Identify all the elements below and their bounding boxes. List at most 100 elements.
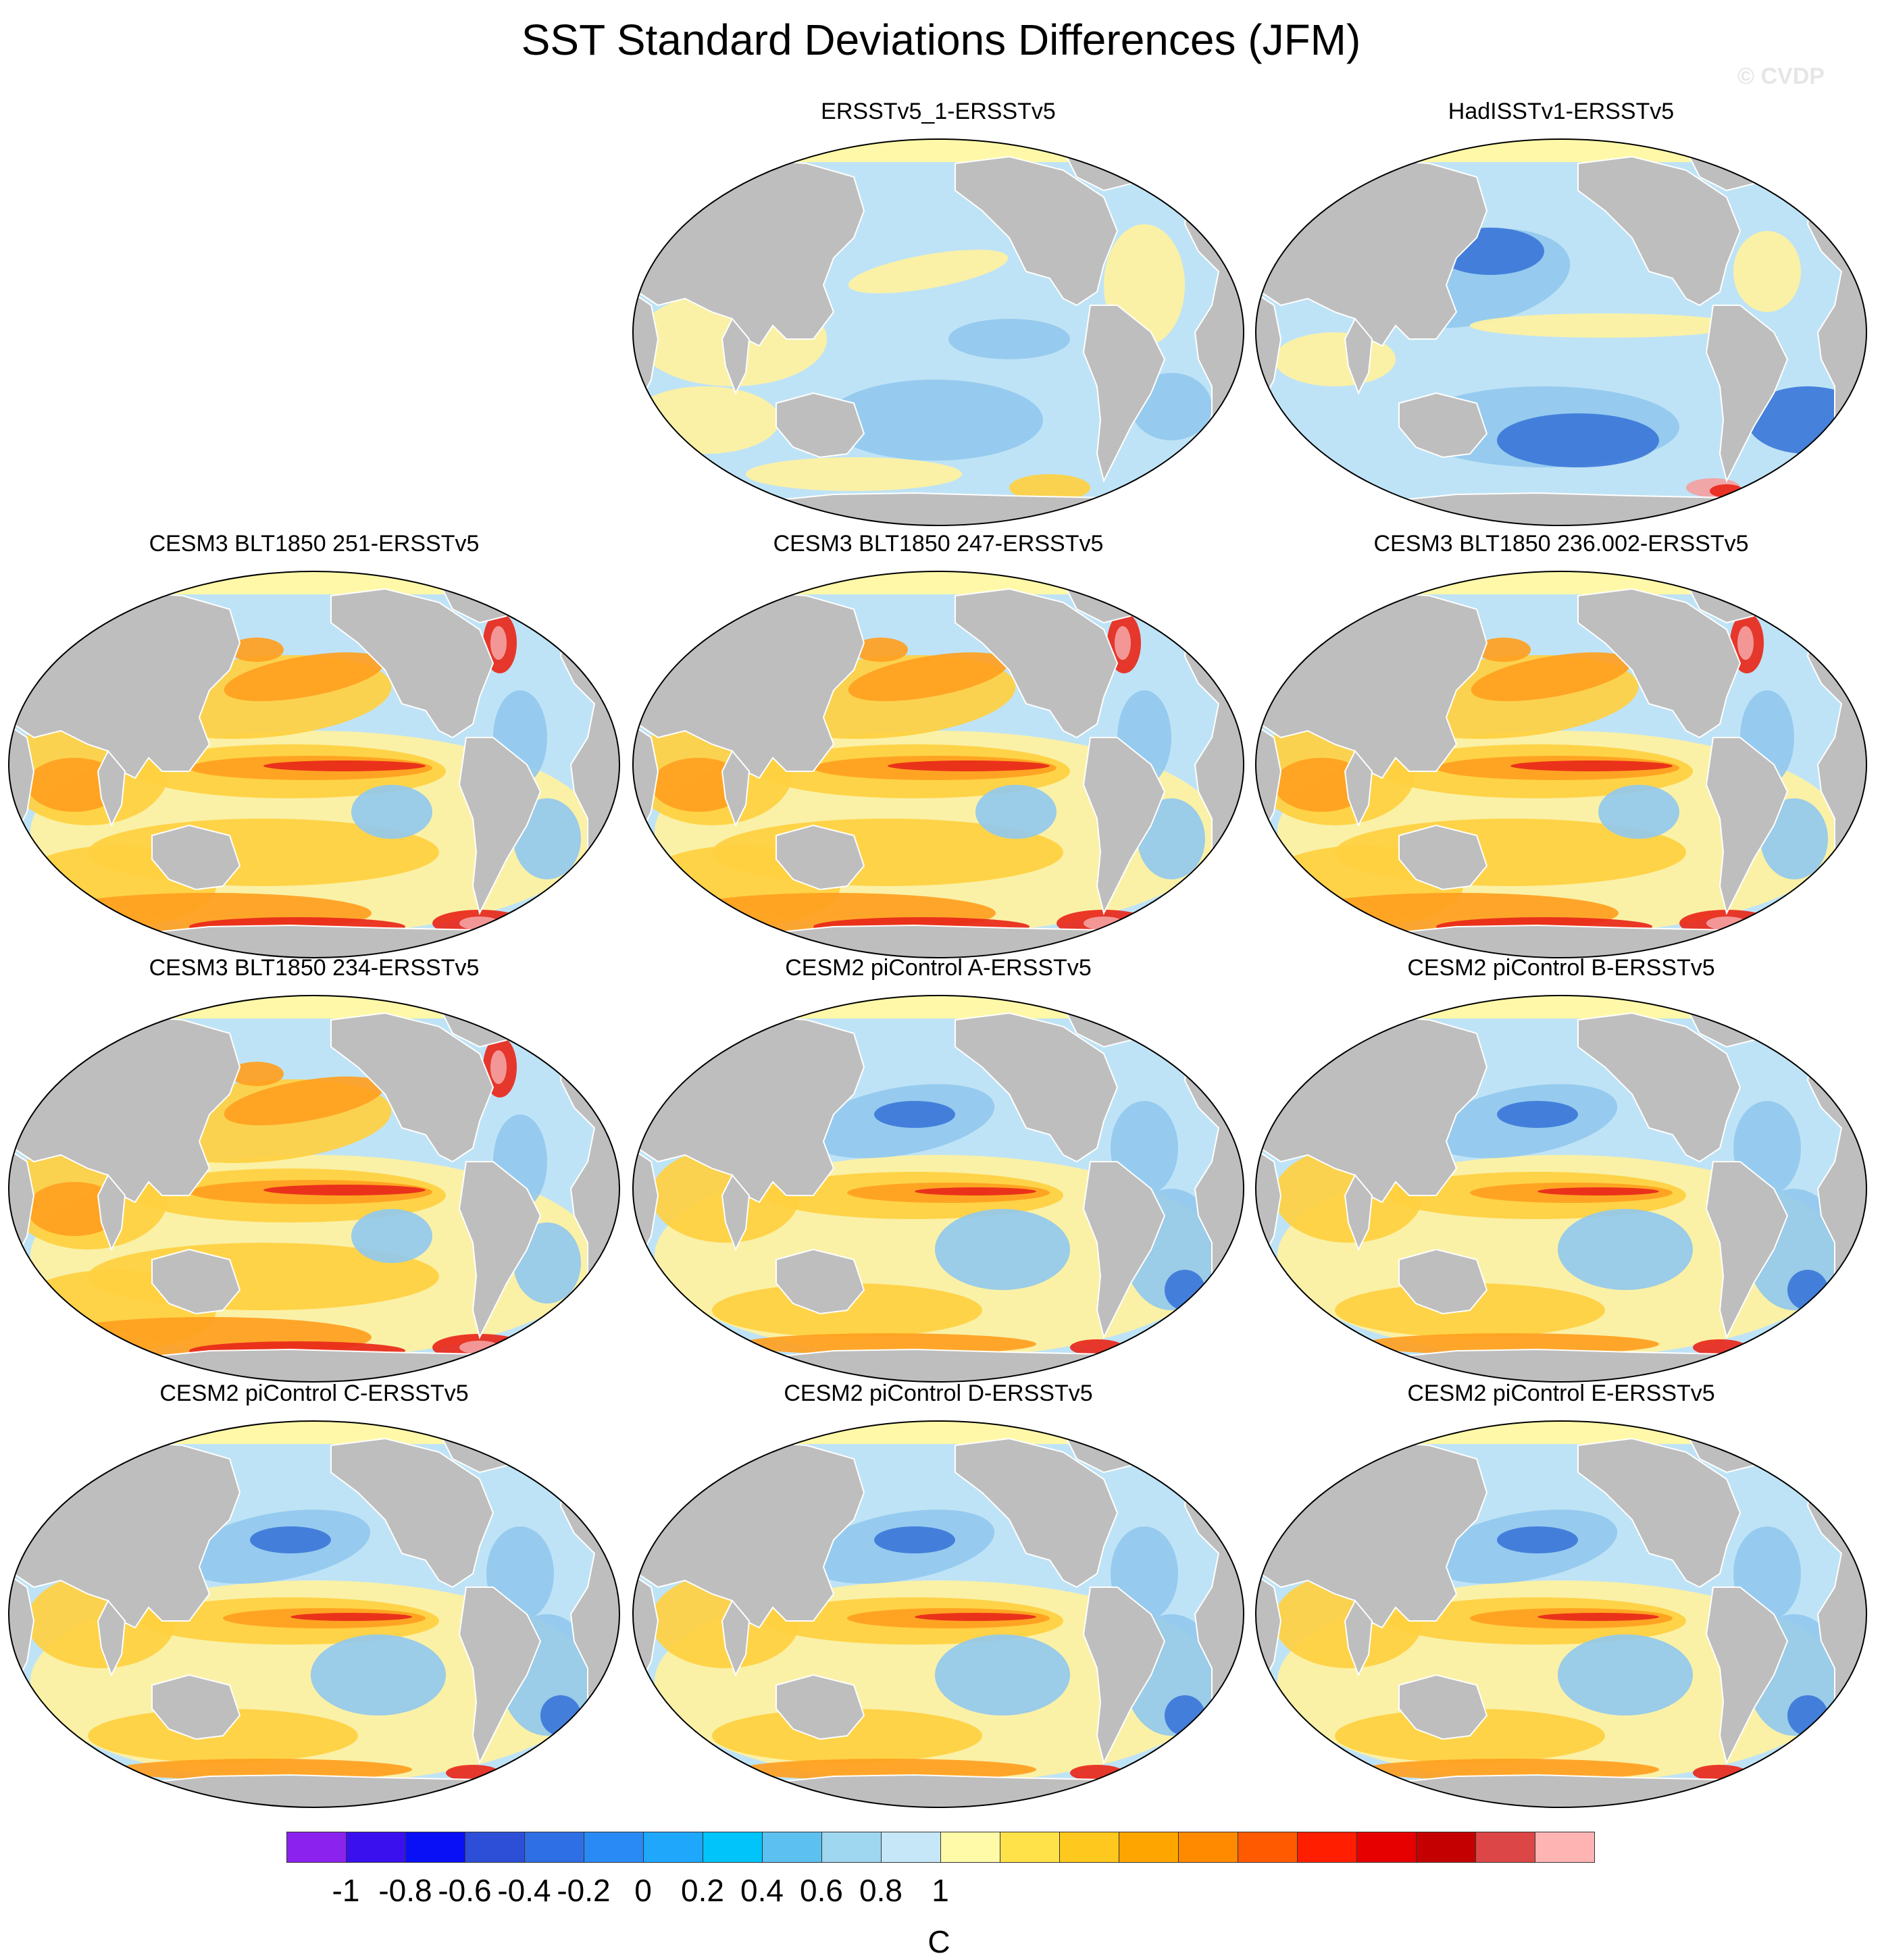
land-antarctica — [106, 1348, 563, 1382]
world-map — [1255, 1420, 1867, 1808]
land-northAmerica — [1577, 155, 1741, 307]
colorbar-swatch — [524, 1832, 584, 1863]
land-australia — [1398, 1674, 1488, 1740]
anomaly-region — [290, 1613, 412, 1621]
land-antarctica — [1353, 1774, 1810, 1807]
panel-title: CESM2 piControl E-ERSSTv5 — [1407, 1381, 1715, 1406]
land-southAmerica — [1082, 1161, 1166, 1339]
land-australia — [151, 824, 241, 891]
land-southAmerica — [1082, 737, 1166, 915]
colorbar-tick-label: 1 — [932, 1873, 949, 1908]
land-india — [97, 750, 126, 827]
colorbar-swatch — [703, 1832, 763, 1863]
land-northAmerica — [330, 1437, 494, 1589]
map-outline — [632, 571, 1244, 958]
world-map — [8, 571, 620, 958]
land-india — [721, 1174, 751, 1252]
anomaly-region — [224, 1076, 384, 1126]
anomaly-region — [230, 1062, 284, 1086]
anomaly-region — [633, 386, 780, 454]
anomaly-region — [1710, 484, 1744, 498]
panel-title: CESM2 piControl B-ERSSTv5 — [1407, 955, 1715, 981]
anomaly-region — [1558, 1634, 1693, 1716]
anomaly-region — [351, 1209, 432, 1263]
anomaly-region — [1115, 626, 1131, 660]
map-outline — [632, 995, 1244, 1383]
land-northAmerica — [955, 588, 1119, 739]
anomaly-region — [459, 1341, 500, 1354]
colorbar-swatch — [1535, 1832, 1595, 1863]
colorbar-swatch — [465, 1832, 525, 1863]
world-map — [8, 995, 620, 1383]
colorbar-swatch — [1475, 1832, 1535, 1863]
land-southAmerica — [1705, 305, 1789, 483]
land-northAmerica — [955, 155, 1119, 307]
colorbar-swatch — [1356, 1832, 1417, 1863]
anomaly-region — [739, 1759, 1036, 1780]
panel-title: CESM3 BLT1850 234-ERSSTv5 — [149, 955, 480, 981]
colorbar-swatch — [881, 1832, 941, 1863]
land-australia — [775, 1674, 865, 1740]
anomaly-region — [1841, 1716, 1866, 1756]
land-antarctica — [730, 1774, 1188, 1807]
map-outline — [1255, 995, 1867, 1383]
land-southAmerica — [1082, 1587, 1166, 1765]
world-map — [1255, 138, 1867, 526]
arctic-region — [9, 1421, 619, 1444]
map-panel: CESM2 piControl E-ERSSTv5 — [1254, 1381, 1868, 1813]
land-southAmerica — [1705, 737, 1789, 915]
anomaly-region — [1497, 1101, 1578, 1128]
anomaly-region — [935, 1209, 1070, 1290]
anomaly-region — [915, 1187, 1036, 1195]
land-northAmerica — [330, 588, 494, 739]
land-southAmerica — [1082, 305, 1166, 483]
anomaly-region — [1362, 1759, 1659, 1780]
colorbar-swatch — [821, 1832, 882, 1863]
arctic-region — [1256, 1421, 1866, 1444]
colorbar-swatch — [1119, 1832, 1179, 1863]
map-panel: HadISSTv1-ERSSTv5 — [1254, 99, 1868, 531]
colorbar-tick-label: -0.2 — [557, 1873, 611, 1908]
arctic-region — [9, 996, 619, 1018]
panel-title: CESM3 BLT1850 247-ERSSTv5 — [773, 531, 1104, 557]
anomaly-region — [1219, 1716, 1244, 1756]
colorbar-swatch — [584, 1832, 644, 1863]
anomaly-region — [915, 1613, 1036, 1621]
anomaly-region — [1841, 1290, 1866, 1331]
map-panel: CESM2 piControl A-ERSSTv5 — [631, 955, 1246, 1387]
land-australia — [1398, 824, 1488, 891]
anomaly-region — [1510, 760, 1673, 771]
anomaly-region — [250, 1526, 331, 1553]
anomaly-region — [1471, 652, 1631, 702]
colorbar-tick-label: -0.8 — [378, 1873, 432, 1908]
map-panel: CESM2 piControl C-ERSSTv5 — [7, 1381, 621, 1813]
anomaly-region — [224, 652, 384, 702]
anomaly-region — [1362, 1333, 1659, 1355]
colorbar-swatch — [286, 1832, 347, 1863]
land-antarctica — [1353, 1348, 1810, 1382]
land-northAmerica — [955, 1437, 1119, 1589]
land-antarctica — [106, 1774, 563, 1807]
land-india — [721, 750, 751, 827]
land-india — [1344, 317, 1373, 395]
panel-title: CESM2 piControl D-ERSSTv5 — [784, 1381, 1093, 1406]
map-panel: CESM2 piControl B-ERSSTv5 — [1254, 955, 1868, 1387]
colorbar-tick-label: -0.4 — [497, 1873, 551, 1908]
map-outline — [1255, 138, 1867, 526]
world-map — [632, 1420, 1244, 1808]
panel-title: ERSSTv5_1-ERSSTv5 — [821, 99, 1056, 124]
panel-title: CESM3 BLT1850 236.002-ERSSTv5 — [1373, 531, 1749, 557]
land-northAmerica — [1577, 1437, 1741, 1589]
colorbar-swatch — [643, 1832, 703, 1863]
anomaly-region — [746, 457, 962, 491]
colorbar-tick-label: 0.4 — [740, 1873, 784, 1908]
anomaly-region — [874, 1526, 955, 1553]
land-antarctica — [730, 1348, 1188, 1382]
map-outline — [1255, 1420, 1867, 1808]
arctic-region — [1256, 139, 1866, 162]
land-india — [1344, 750, 1373, 827]
panel-title: CESM3 BLT1850 251-ERSSTv5 — [149, 531, 480, 557]
colorbar-tick-label: -0.6 — [438, 1873, 492, 1908]
land-australia — [1398, 392, 1488, 459]
colorbar-swatch — [1297, 1832, 1357, 1863]
